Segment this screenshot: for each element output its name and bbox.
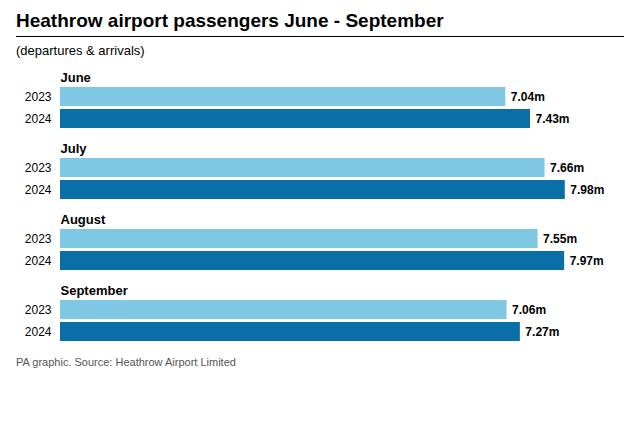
svg-text:7.27m: 7.27m: [525, 325, 559, 339]
html-text:(departures & arrivals): (departures & arrivals): [16, 43, 145, 58]
svg-text:7.98m: 7.98m: [570, 183, 604, 197]
svg-text:2023: 2023: [25, 232, 52, 246]
svg-text:2023: 2023: [25, 90, 52, 104]
svg-text:7.43m: 7.43m: [535, 112, 569, 126]
html-text:Heathrow airport passengers Ju: Heathrow airport passengers June - Septe…: [16, 10, 444, 31]
svg-text:7.06m: 7.06m: [512, 303, 546, 317]
svg-text:7.66m: 7.66m: [550, 161, 584, 175]
svg-text:June: June: [61, 70, 91, 85]
svg-text:2024: 2024: [25, 183, 52, 197]
svg-text:7.97m: 7.97m: [570, 254, 604, 268]
svg-text:July: July: [61, 141, 88, 156]
svg-text:September: September: [61, 283, 128, 298]
html-text:PA graphic. Source: Heathrow A: PA graphic. Source: Heathrow Airport Lim…: [16, 356, 236, 368]
svg-text:2023: 2023: [25, 303, 52, 317]
svg-text:7.55m: 7.55m: [543, 232, 577, 246]
svg-text:2024: 2024: [25, 112, 52, 126]
svg-text:7.04m: 7.04m: [511, 90, 545, 104]
svg-text:2024: 2024: [25, 325, 52, 339]
svg-text:2023: 2023: [25, 161, 52, 175]
svg-text:2024: 2024: [25, 254, 52, 268]
svg-text:August: August: [61, 212, 106, 227]
